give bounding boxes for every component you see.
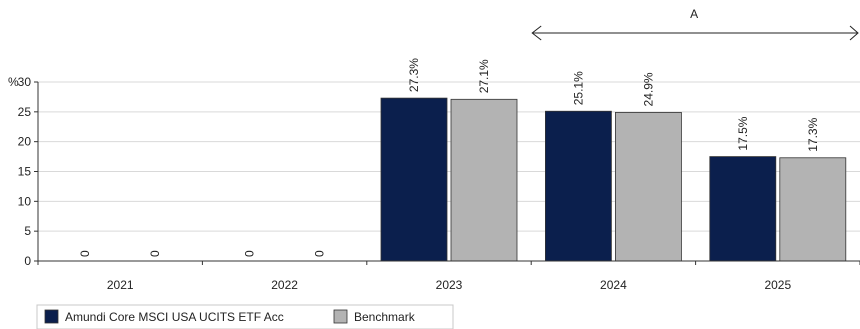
bar-fund <box>709 156 777 262</box>
data-label: 27.1% <box>477 59 491 93</box>
x-tick-label: 2023 <box>436 278 463 292</box>
y-tick-label: 15 <box>18 165 32 179</box>
legend-swatch-fund <box>44 309 59 324</box>
x-tick-label: 2021 <box>107 278 134 292</box>
bar-benchmark <box>615 112 682 262</box>
data-label: 0 <box>148 250 162 257</box>
y-tick-label: 0 <box>24 254 31 268</box>
legend-label-fund: Amundi Core MSCI USA UCITS ETF Acc <box>65 310 284 324</box>
legend-label-benchmark: Benchmark <box>354 310 416 324</box>
bar-benchmark <box>779 157 847 262</box>
data-label: 27.3% <box>407 58 421 92</box>
y-tick-label: 25 <box>18 105 32 119</box>
y-tick-label: 5 <box>24 224 31 238</box>
x-tick-label: 2022 <box>271 278 298 292</box>
data-label: 0 <box>313 250 327 257</box>
data-label: 0 <box>243 250 257 257</box>
data-label: 25.1% <box>571 71 585 105</box>
x-tick-label: 2025 <box>764 278 791 292</box>
y-tick-label: 20 <box>18 135 32 149</box>
y-tick-label: 30 <box>18 75 32 89</box>
y-axis-label: % <box>8 75 19 89</box>
x-tick-label: 2024 <box>600 278 627 292</box>
data-label: 17.3% <box>806 117 820 151</box>
data-label: 0 <box>78 250 92 257</box>
bar-fund <box>545 110 612 262</box>
annotation-arrow-right-head <box>849 25 859 41</box>
data-label: 24.9% <box>641 72 655 106</box>
legend-box <box>36 304 454 329</box>
y-tick-label: 10 <box>18 194 32 208</box>
bar-fund <box>380 97 448 262</box>
data-label: 17.5% <box>736 116 750 150</box>
legend-swatch-benchmark <box>333 309 348 324</box>
annotation-label: A <box>690 7 698 21</box>
bar-benchmark <box>450 98 518 262</box>
annotation-arrow-left-head <box>531 25 542 41</box>
